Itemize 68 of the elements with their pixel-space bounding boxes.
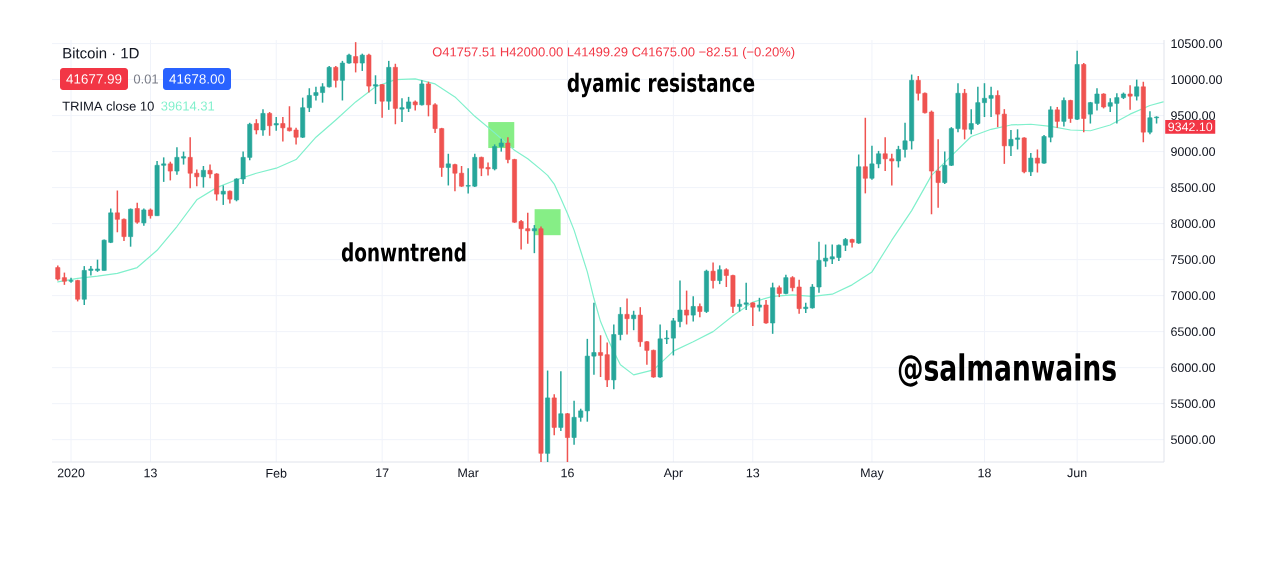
x-tick-label: 17 <box>376 468 389 478</box>
candlestick <box>333 65 339 89</box>
y-tick-label: 7500.00 <box>1171 255 1216 265</box>
y-tick-label: 6500.00 <box>1171 327 1216 337</box>
candlestick <box>995 89 1001 128</box>
candlestick <box>445 153 451 187</box>
y-tick-label: 9500.00 <box>1171 111 1216 121</box>
candlestick <box>1054 106 1060 129</box>
candlestick <box>273 116 279 132</box>
candlestick <box>763 299 769 325</box>
candlestick <box>690 295 696 323</box>
candlestick <box>1028 152 1034 177</box>
x-tick-label: 16 <box>561 468 574 478</box>
candlestick <box>353 41 359 74</box>
y-tick-label: 8500.00 <box>1171 183 1216 193</box>
candlestick <box>1127 84 1133 111</box>
x-tick-label: Apr <box>663 468 683 480</box>
candlestick <box>565 412 570 462</box>
y-tick-label: 9000.00 <box>1171 147 1216 157</box>
y-tick-label: 10000.00 <box>1171 75 1222 85</box>
candlestick <box>379 83 385 119</box>
chart-title: Bitcoin · 1D <box>63 47 139 59</box>
x-tick-label: Mar <box>458 468 479 478</box>
y-tick-label: 7000.00 <box>1171 291 1216 301</box>
y-tick-label: 8000.00 <box>1171 219 1216 229</box>
candlestick <box>419 79 425 107</box>
annotation: @salmanwains <box>898 353 1116 387</box>
candlestick <box>492 143 498 172</box>
x-tick-label: Feb <box>266 468 287 478</box>
candlestick <box>558 370 564 432</box>
annotation: donwntrend <box>341 242 466 262</box>
x-tick-label: 2020 <box>57 468 85 478</box>
candlestick <box>167 160 173 182</box>
candlestick <box>134 202 140 225</box>
y-tick-label: 5000.00 <box>1171 435 1216 445</box>
text: TRIMA close 10 <box>62 101 154 111</box>
annotation: 41677.99 <box>66 74 122 84</box>
annotation: 0.01 <box>133 74 158 84</box>
annotation: dyamic resistance <box>567 72 755 98</box>
candlestick <box>220 184 226 206</box>
x-tick-label: 18 <box>978 468 991 478</box>
candlestick <box>1061 96 1067 128</box>
text: 9342.10 <box>1168 122 1213 132</box>
candlestick <box>1134 78 1140 102</box>
x-tick-label: 13 <box>144 468 157 478</box>
candlestick <box>412 99 418 112</box>
y-tick-label: 5500.00 <box>1171 399 1216 409</box>
x-tick-label: Jun <box>1067 468 1087 478</box>
y-tick-label: 10500.00 <box>1171 39 1222 49</box>
candlestick <box>373 74 378 105</box>
text: O41757.51 H42000.00 L41499.29 C41675.00 −82.51 (−0.20%) <box>432 46 795 60</box>
candlestick <box>531 224 537 254</box>
annotation: 41678.00 <box>169 74 225 84</box>
candlestick <box>631 310 637 331</box>
candlestick <box>260 108 266 137</box>
annotation: 39614.31 <box>161 101 215 111</box>
x-tick-label: May <box>861 468 884 480</box>
candlestick <box>717 264 723 285</box>
x-tick-label: 13 <box>746 468 760 478</box>
candlestick <box>624 297 630 336</box>
candlestick <box>267 111 273 137</box>
candlestick <box>862 117 868 195</box>
candlestick <box>1035 148 1040 174</box>
candlestick <box>200 165 206 189</box>
y-tick-label: 6000.00 <box>1171 363 1216 373</box>
candlestick <box>710 261 716 290</box>
candlestick <box>684 289 690 326</box>
candlestick <box>750 301 756 327</box>
